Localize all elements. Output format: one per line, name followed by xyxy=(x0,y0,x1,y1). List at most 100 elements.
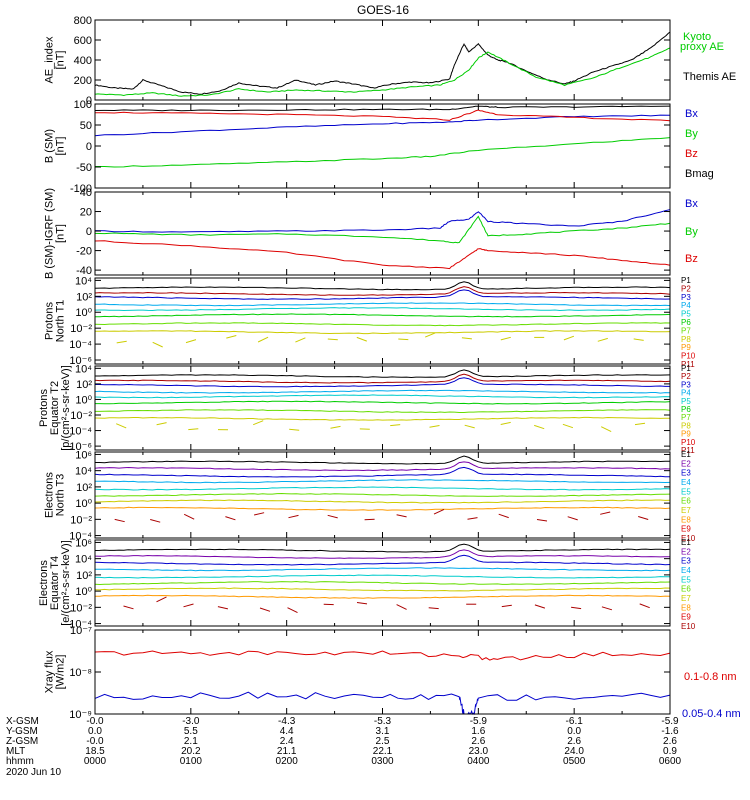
sparse-segment xyxy=(156,596,167,603)
series-line xyxy=(95,137,671,168)
sparse-segment xyxy=(563,335,575,341)
y-axis-label: [e/(cm²-s-sr-keV)] xyxy=(60,540,72,626)
sparse-segment xyxy=(600,511,611,515)
sparse-segment xyxy=(536,519,548,522)
y-tick-label: 10⁻⁶ xyxy=(69,441,92,453)
y-axis-label: [nT] xyxy=(55,224,67,243)
y-axis-label: B (SM)-IGRF (SM) xyxy=(44,188,56,279)
legend-entry: E1 xyxy=(681,538,691,547)
y-tick-label: 10⁰ xyxy=(75,394,92,406)
legend-entry: P4 xyxy=(681,301,691,310)
date-label: 2020 Jun 10 xyxy=(6,767,61,778)
legend-entry: P7 xyxy=(681,413,691,422)
time-row-label: MLT xyxy=(6,746,25,757)
y-tick-label: 10⁻⁶ xyxy=(69,355,92,367)
time-tick-value: 18.5 xyxy=(85,746,105,757)
y-tick-label: 10⁻² xyxy=(70,323,92,335)
legend-entry: E9 xyxy=(681,613,691,622)
series-line xyxy=(95,313,671,318)
legend-entry: P2 xyxy=(681,372,691,381)
series-group xyxy=(94,650,671,716)
y-axis-label: Protons xyxy=(38,389,50,427)
y-tick-label: 600 xyxy=(74,35,92,47)
y-axis-label: Xray flux xyxy=(44,650,56,693)
series-line xyxy=(94,580,671,586)
time-tick-value: -0.0 xyxy=(86,716,104,727)
legend-entry: E4 xyxy=(681,478,691,487)
time-tick-value: 5.5 xyxy=(184,726,198,737)
sparse-segment xyxy=(356,602,368,605)
series-line xyxy=(94,587,671,592)
time-tick-value: 3.1 xyxy=(376,726,390,737)
y-axis-label: Equator T4 xyxy=(49,556,61,610)
sparse-segment xyxy=(464,424,475,429)
legend-entry: Themis AE xyxy=(683,71,736,83)
legend-entry: P1 xyxy=(681,276,691,285)
legend-entry: E8 xyxy=(681,515,691,524)
series-line xyxy=(94,486,671,491)
series-line xyxy=(94,461,671,472)
legend-entry: P9 xyxy=(681,343,691,352)
y-tick-label: -100 xyxy=(70,183,92,195)
legend-entry: E5 xyxy=(681,575,691,584)
y-axis-label: [nT] xyxy=(55,51,67,70)
legend-entry: Bmag xyxy=(685,168,714,180)
y-axis-label: [p/(cm²-s-sr-keV)] xyxy=(60,365,72,451)
legend-entry: proxy AE xyxy=(680,41,724,53)
series-line xyxy=(94,466,671,478)
series-group xyxy=(94,105,671,168)
series-line xyxy=(95,409,671,414)
time-row-label: Z-GSM xyxy=(6,736,38,747)
time-tick-value: -0.0 xyxy=(86,736,104,747)
legend-entry: P6 xyxy=(681,405,691,414)
sparse-segment xyxy=(253,420,264,426)
y-axis-label: [nT] xyxy=(55,137,67,156)
sparse-segment xyxy=(633,338,644,341)
sparse-segment xyxy=(428,607,439,610)
time-tick-value: 0300 xyxy=(371,756,394,767)
legend-entry: E8 xyxy=(681,603,691,612)
panel-frame xyxy=(94,629,671,715)
time-tick-value: 0.9 xyxy=(663,746,677,757)
sparse-segment xyxy=(534,604,546,609)
time-tick-value: 24.0 xyxy=(564,746,584,757)
series-line xyxy=(94,307,671,312)
sparse-segment xyxy=(114,518,125,523)
y-tick-label: 800 xyxy=(74,15,92,27)
series-line xyxy=(94,281,671,291)
y-tick-label: 400 xyxy=(74,55,92,67)
y-tick-label: 10⁻⁸ xyxy=(69,667,92,679)
legend-entry: P11 xyxy=(681,360,695,369)
sparse-segment xyxy=(396,514,407,518)
legend-entry: E4 xyxy=(681,566,691,575)
sparse-segment xyxy=(183,513,195,520)
series-line xyxy=(94,567,671,572)
legend-entry: P3 xyxy=(681,293,691,302)
sparse-segment xyxy=(253,512,265,516)
time-tick-value: 23.0 xyxy=(469,746,489,757)
sparse-segment xyxy=(461,337,472,340)
legend-entry: 0.05-0.4 nm xyxy=(682,708,741,720)
series-line xyxy=(94,574,671,579)
y-tick-label: 10⁻⁴ xyxy=(69,339,92,351)
series-line xyxy=(95,369,671,379)
time-row-label: Y-GSM xyxy=(6,726,38,737)
time-tick-value: 0.0 xyxy=(567,726,581,737)
series-line xyxy=(94,691,671,716)
legend-entry: 0.1-0.8 nm xyxy=(684,671,737,683)
y-tick-label: 10⁻⁹ xyxy=(69,709,92,721)
series-line xyxy=(95,330,671,335)
legend-entry: P6 xyxy=(681,318,691,327)
y-axis-label: B (SM) xyxy=(44,129,56,163)
series-line xyxy=(94,289,671,300)
chart-title: GOES-16 xyxy=(357,3,409,17)
y-tick-label: 20 xyxy=(80,207,92,219)
sparse-segment xyxy=(295,337,306,343)
y-tick-label: 10⁰ xyxy=(75,586,92,598)
time-tick-value: 0500 xyxy=(563,756,586,767)
legend-entry: E7 xyxy=(681,506,691,515)
sparse-segment xyxy=(567,516,578,521)
sparse-segment xyxy=(225,516,236,521)
y-tick-label: 10⁴ xyxy=(75,275,92,287)
